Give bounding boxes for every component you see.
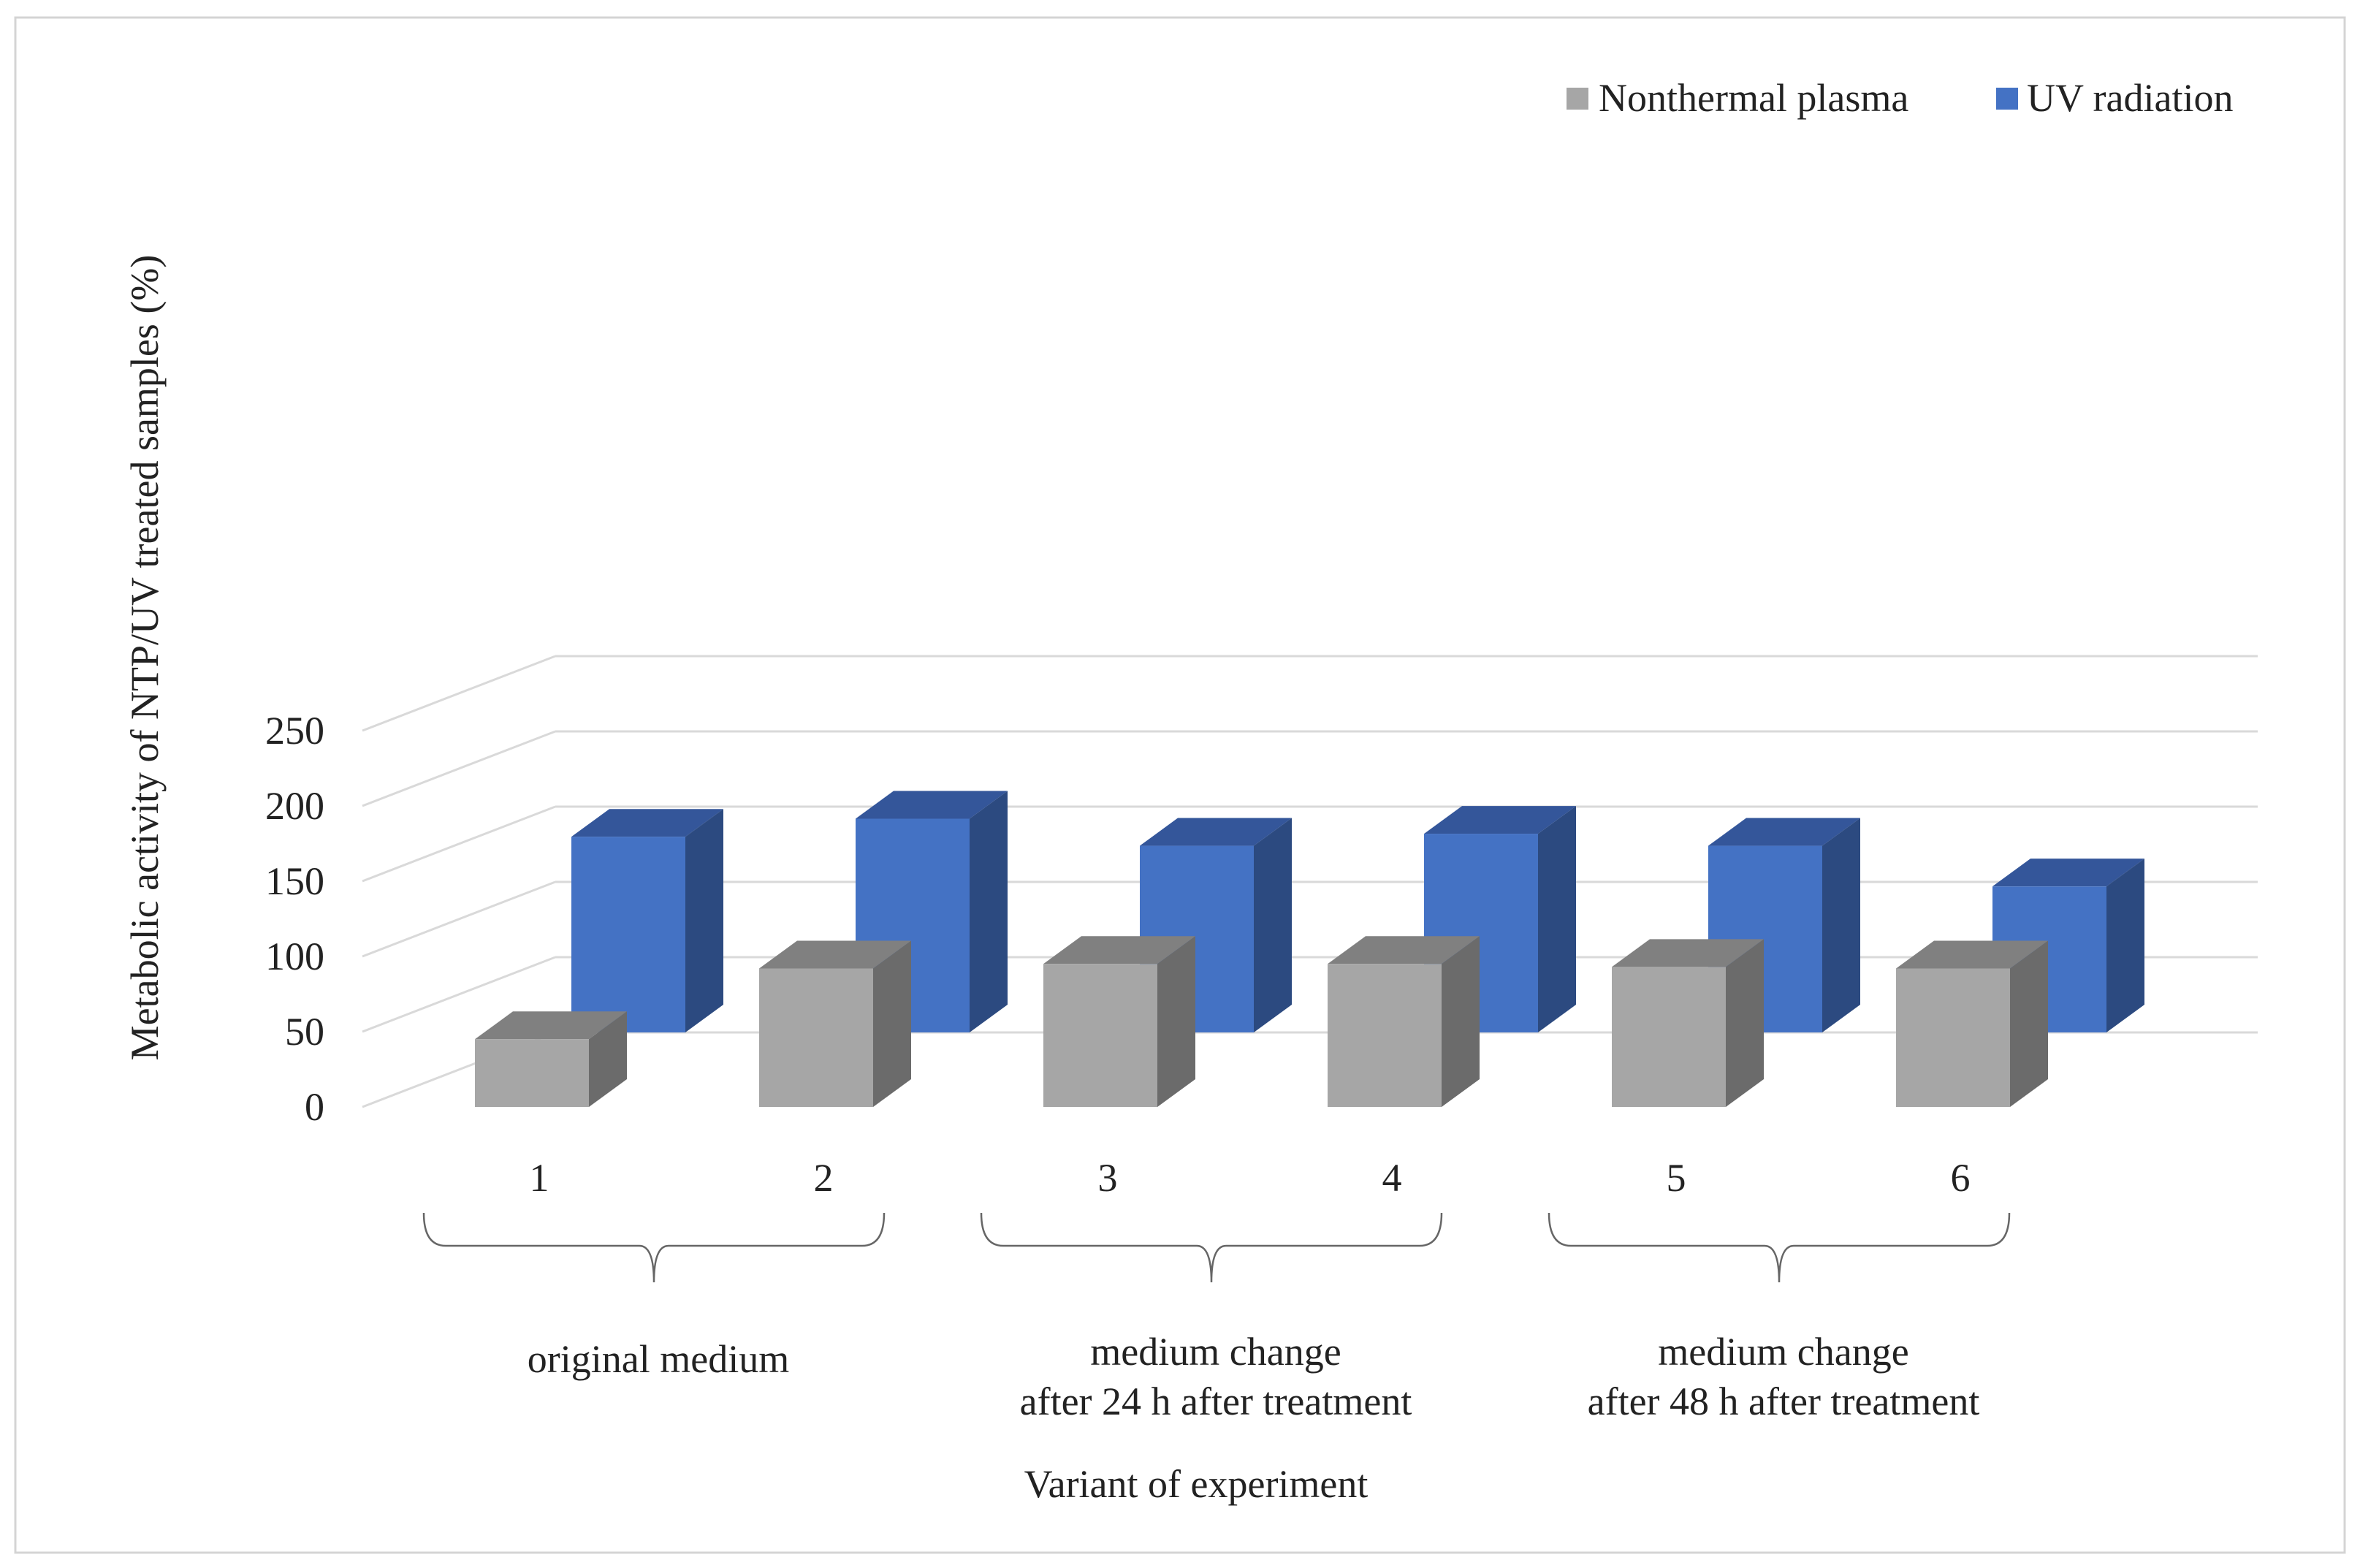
group-brace	[1548, 1212, 2011, 1283]
bar-uv-radiation	[571, 809, 723, 1032]
group-label: after 24 h after treatment	[1020, 1379, 1412, 1423]
category-group: original medium	[422, 1212, 886, 1381]
legend-label-nonthermal-plasma: Nonthermal plasma	[1599, 76, 1908, 120]
y-tick-label: 250	[265, 709, 324, 753]
y-tick-label: 100	[265, 935, 324, 978]
legend: Nonthermal plasma UV radiation	[1567, 76, 2233, 120]
bar-nonthermal-plasma	[475, 1011, 627, 1107]
y-axis-ticks: 0 50 100 150 200 250	[265, 709, 324, 1129]
y-tick-label: 200	[265, 784, 324, 828]
y-tick-label: 150	[265, 859, 324, 903]
bar-uv-radiation	[1424, 806, 1576, 1032]
legend-swatch-uv-radiation	[1996, 88, 2018, 110]
x-tick-label: 4	[1382, 1156, 1402, 1200]
y-tick-label: 50	[285, 1010, 324, 1054]
group-label: medium change	[1658, 1330, 1908, 1374]
chart-border	[14, 16, 2346, 1554]
category-group: medium change after 24 h after treatment	[980, 1212, 1443, 1423]
bar-nonthermal-plasma	[1612, 939, 1764, 1107]
bar-nonthermal-plasma	[1328, 936, 1480, 1107]
category-group: medium change after 48 h after treatment	[1548, 1212, 2011, 1423]
category-groups: original medium medium change after 24 h a…	[422, 1212, 2011, 1423]
x-axis-label: Variant of experiment	[1024, 1462, 1369, 1506]
x-tick-label: 3	[1098, 1156, 1118, 1200]
bar-nonthermal-plasma	[1043, 936, 1195, 1107]
group-label: original medium	[528, 1337, 789, 1381]
group-label: after 48 h after treatment	[1588, 1379, 1980, 1423]
group-brace	[422, 1212, 886, 1283]
group-brace	[980, 1212, 1443, 1283]
bars	[475, 791, 2144, 1107]
gridline	[362, 655, 2258, 732]
y-tick-label: 0	[305, 1085, 324, 1129]
bar-nonthermal-plasma	[1896, 940, 2048, 1107]
x-tick-label: 5	[1667, 1156, 1686, 1200]
group-label: medium change	[1090, 1330, 1341, 1374]
bar-uv-radiation	[856, 791, 1008, 1032]
legend-swatch-nonthermal-plasma	[1567, 88, 1588, 110]
gridline	[362, 805, 2258, 883]
x-axis-ticks: 1 2 3 4 5 6	[530, 1156, 1971, 1200]
gridline	[362, 880, 2258, 958]
x-tick-label: 1	[530, 1156, 549, 1200]
y-axis-label: Metabolic activity of NTP/UV treated sam…	[123, 255, 167, 1061]
x-tick-label: 6	[1951, 1156, 1971, 1200]
x-tick-label: 2	[814, 1156, 834, 1200]
legend-label-uv-radiation: UV radiation	[2027, 76, 2233, 120]
bar-nonthermal-plasma	[759, 940, 911, 1107]
gridline	[362, 730, 2258, 807]
